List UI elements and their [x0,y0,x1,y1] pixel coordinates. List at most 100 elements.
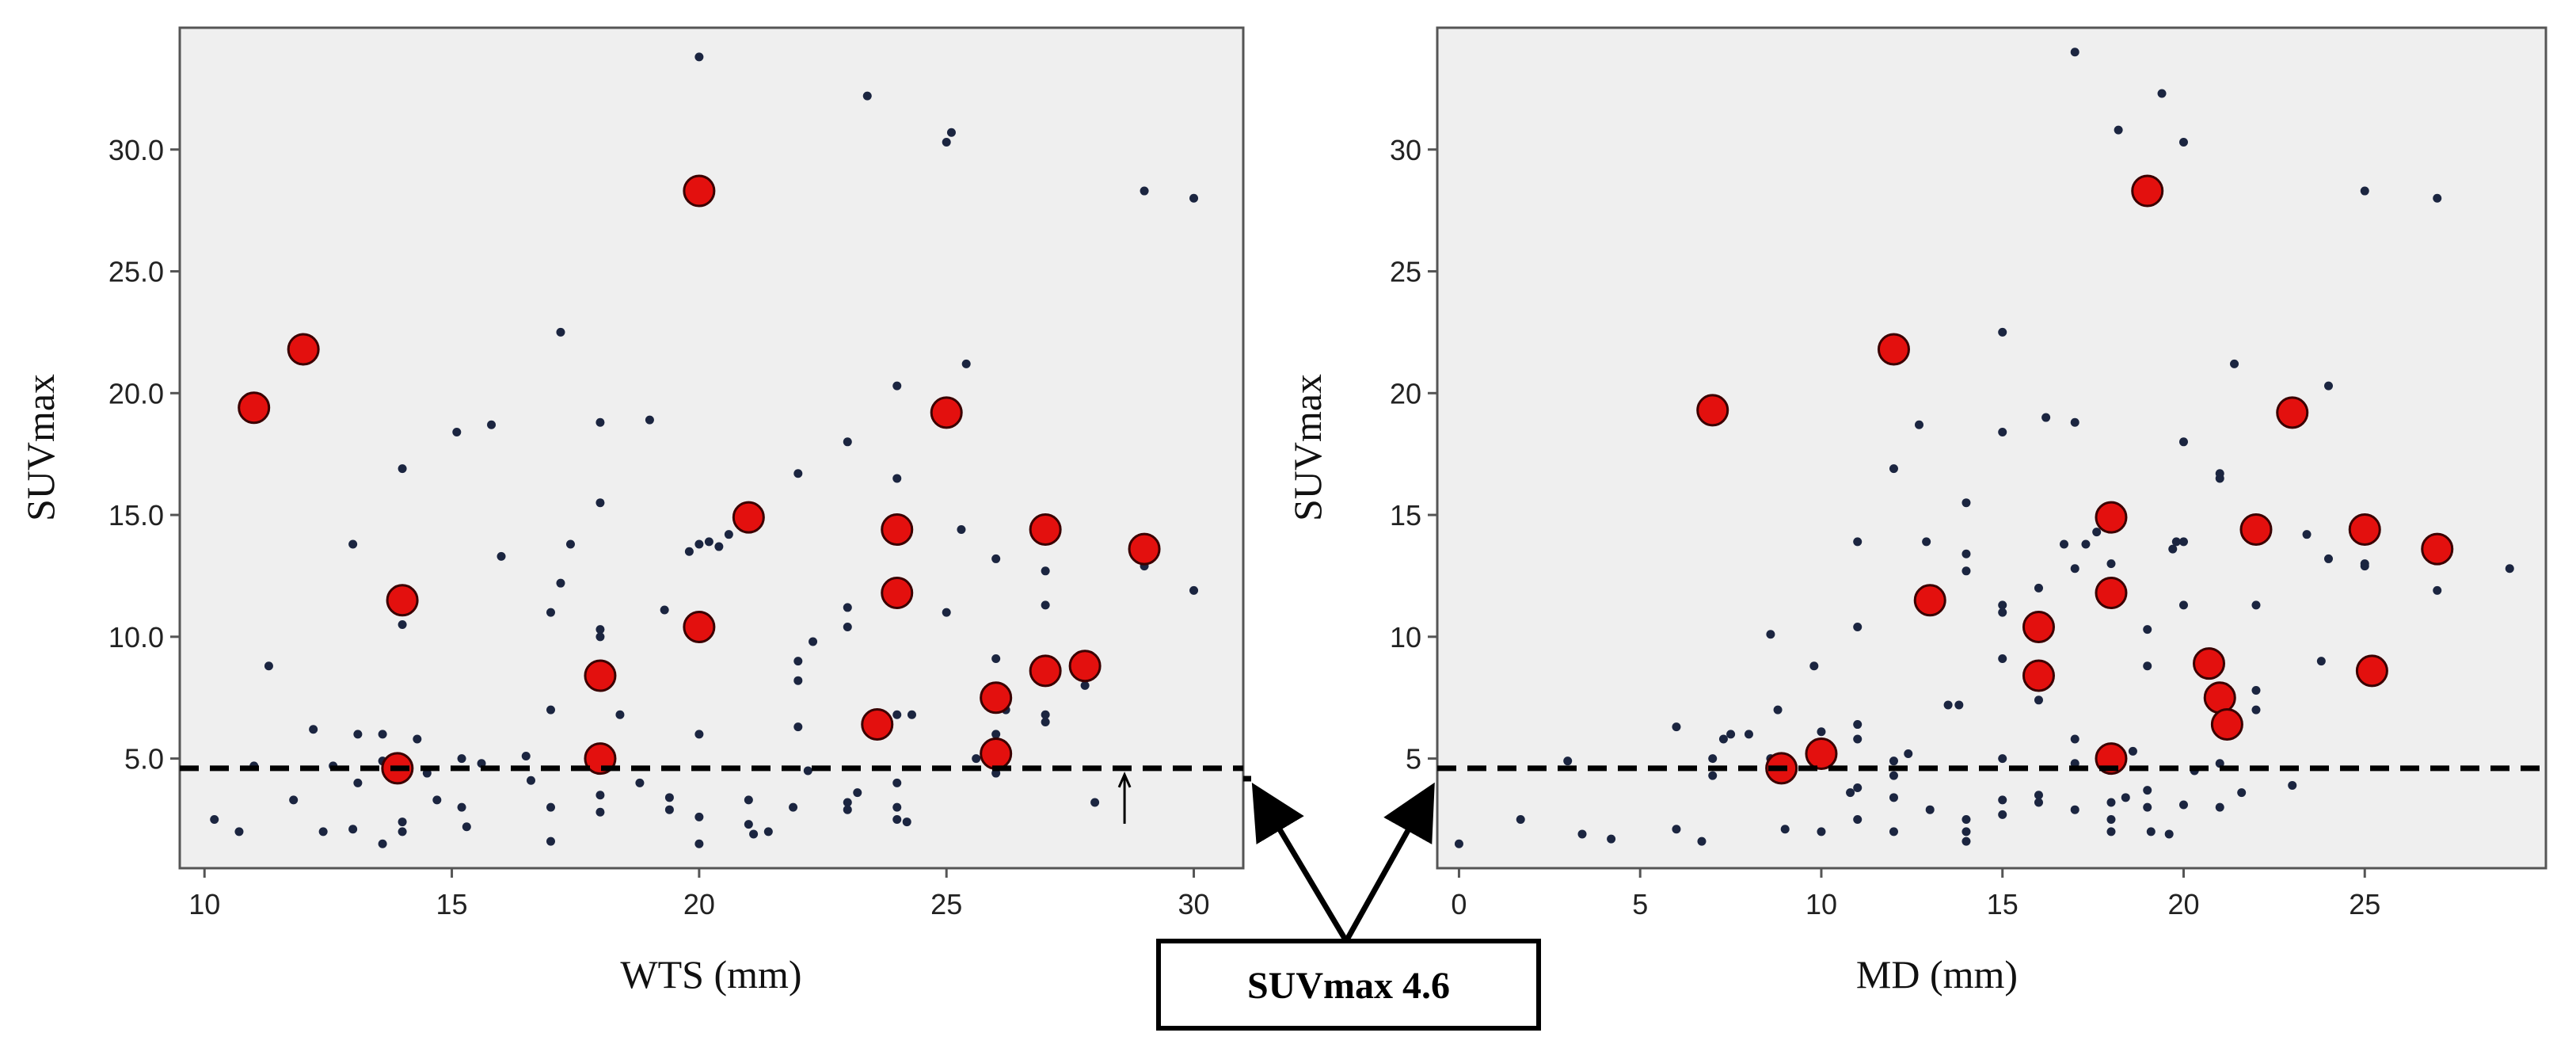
md-y-tick-label: 15 [1390,499,1421,532]
md-small-point [1516,814,1525,824]
md-small-point [1853,720,1863,730]
md-small-point [2114,125,2123,135]
wts-highlight-point [980,681,1013,715]
wts-small-point [398,827,407,836]
wts-small-point [1041,566,1050,576]
wts-small-point [353,778,363,787]
wts-small-point [210,814,219,824]
md-y-tick-label: 30 [1390,134,1421,166]
md-small-point [1697,836,1707,846]
wts-scatter-panel: 10 15 20 25 30 5.0 10.0 15.0 20.0 25.0 30.0 WTS (m… [18,26,1245,997]
wts-small-point [318,827,328,836]
wts-small-point [565,539,575,549]
wts-small-point [521,752,531,761]
wts-small-point [843,437,852,447]
md-small-point [2128,746,2137,756]
md-highlight-point [2203,681,2236,715]
wts-y-tick-label: 15.0 [108,499,164,532]
wts-small-point [694,52,704,62]
wts-small-point [234,827,244,836]
wts-small-point [843,623,852,632]
md-small-point [2060,539,2069,549]
wts-small-point [595,791,605,800]
wts-small-point [704,537,713,547]
md-highlight-point [2022,611,2055,644]
md-small-point [2288,780,2297,790]
md-small-point [1853,783,1863,793]
wts-small-point [595,498,605,508]
wts-small-point [892,710,902,719]
wts-small-point [907,710,916,719]
callout-box [1156,939,1541,1031]
md-small-point [2143,661,2152,671]
wts-small-point [763,827,773,836]
md-small-point [2178,537,2188,547]
md-small-point [1766,630,1775,639]
md-small-point [2251,685,2261,695]
md-highlight-point [2131,174,2164,208]
md-y-tick-label: 10 [1390,621,1421,654]
md-small-point [1943,700,1953,710]
wts-x-tick-label: 15 [436,888,468,920]
wts-small-point [556,327,565,337]
md-small-point [2251,600,2261,610]
md-small-point [2178,437,2188,447]
md-small-point [2070,48,2079,57]
wts-small-point [309,725,318,734]
wts-y-tick-label: 20.0 [108,377,164,410]
md-small-point [1961,814,1971,824]
wts-small-point [862,91,872,101]
md-small-point [1846,788,1855,798]
wts-points [210,52,1199,848]
wts-highlight-point [683,174,716,208]
md-small-point [1744,730,1753,739]
md-small-point [1726,730,1736,739]
md-small-point [1998,654,2007,664]
wts-small-point [1140,186,1149,196]
wts-small-point [961,359,971,368]
wts-small-point [957,525,966,535]
wts-small-point [462,822,471,832]
md-small-point [1998,795,2007,805]
wts-highlight-point [881,576,914,609]
wts-y-axis-title: SUVmax [18,374,63,521]
wts-small-point [793,657,803,666]
wts-highlight-point [861,708,894,741]
wts-small-point [684,547,694,556]
md-small-point [2360,186,2369,196]
md-small-point [2178,138,2188,147]
wts-small-point [497,551,506,561]
wts-y-tick-label: 25.0 [108,256,164,288]
md-small-point [2143,802,2152,812]
wts-small-point [348,539,358,549]
md-small-point [2146,827,2156,836]
md-y-tick-label: 20 [1390,377,1421,410]
wts-small-point [378,839,387,848]
wts-x-tick-label: 20 [683,888,715,920]
wts-small-point [809,637,818,646]
md-small-point [1961,827,1971,836]
md-small-point [2106,559,2116,569]
md-small-point [2070,734,2079,744]
wts-small-point [744,795,753,805]
md-small-point [1672,722,1681,732]
wts-small-point [991,654,1001,664]
md-small-point [1961,566,1971,576]
md-small-point [1998,810,2007,819]
wts-small-point [615,710,625,719]
md-highlight-point [2193,647,2226,680]
md-small-point [2230,359,2239,368]
wts-x-tick-label: 10 [188,888,220,920]
md-small-point [1998,428,2007,437]
wts-small-point [843,603,852,612]
md-points [1454,48,2514,848]
md-y-tick-label: 5 [1406,743,1421,776]
md-small-point [2070,805,2079,814]
md-small-point [2034,695,2043,705]
md-small-point [1708,771,1718,780]
md-small-point [2041,413,2051,422]
md-small-point [1889,827,1898,836]
md-small-point [1817,827,1826,836]
wts-small-point [714,542,724,551]
md-small-point [1925,805,1935,814]
